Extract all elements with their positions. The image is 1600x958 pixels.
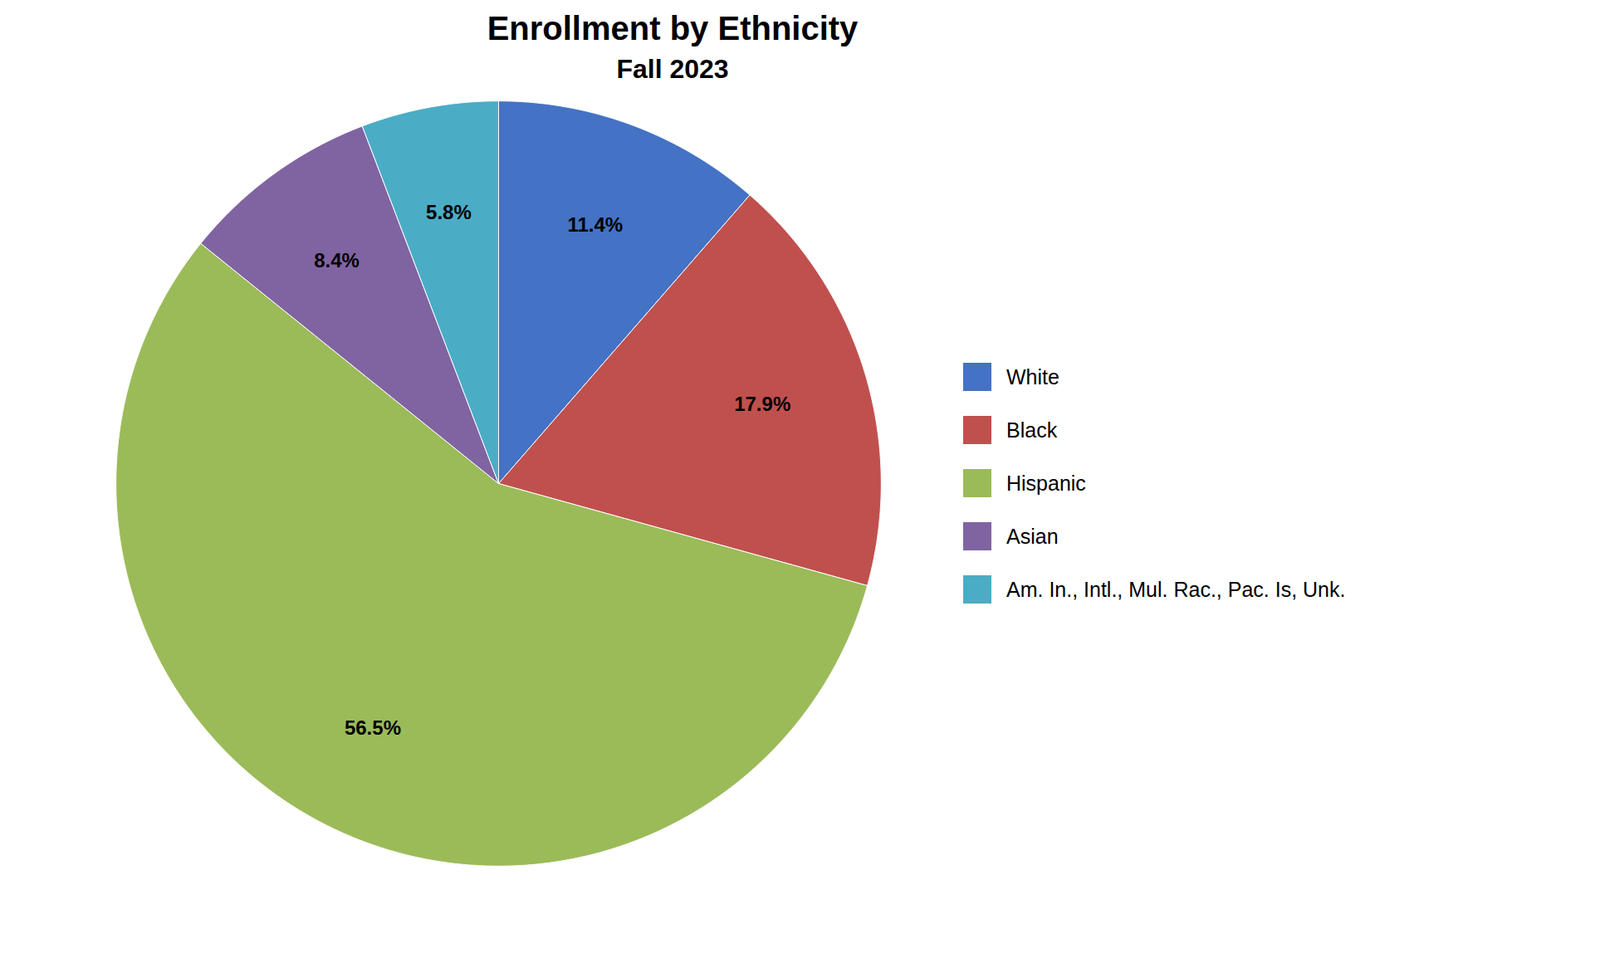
html-text:Fall 2023: Fall 2023 <box>616 53 729 84</box>
html-text:Hispanic: Hispanic <box>1006 471 1086 495</box>
html-text:Black: Black <box>1006 418 1058 442</box>
html-text:Am. In., Intl., Mul. Rac., Pac: Am. In., Intl., Mul. Rac., Pac. Is, Unk. <box>1006 577 1346 601</box>
html-text:Asian: Asian <box>1006 524 1059 548</box>
svg-text:5.8%: 5.8% <box>425 200 472 224</box>
svg-text:56.5%: 56.5% <box>344 716 402 739</box>
svg-text:17.9%: 17.9% <box>733 392 791 416</box>
html-text:Enrollment by Ethnicity: Enrollment by Ethnicity <box>487 9 859 47</box>
html-text:White: White <box>1006 364 1060 389</box>
svg-text:11.4%: 11.4% <box>567 213 623 236</box>
svg-text:8.4%: 8.4% <box>313 249 360 272</box>
